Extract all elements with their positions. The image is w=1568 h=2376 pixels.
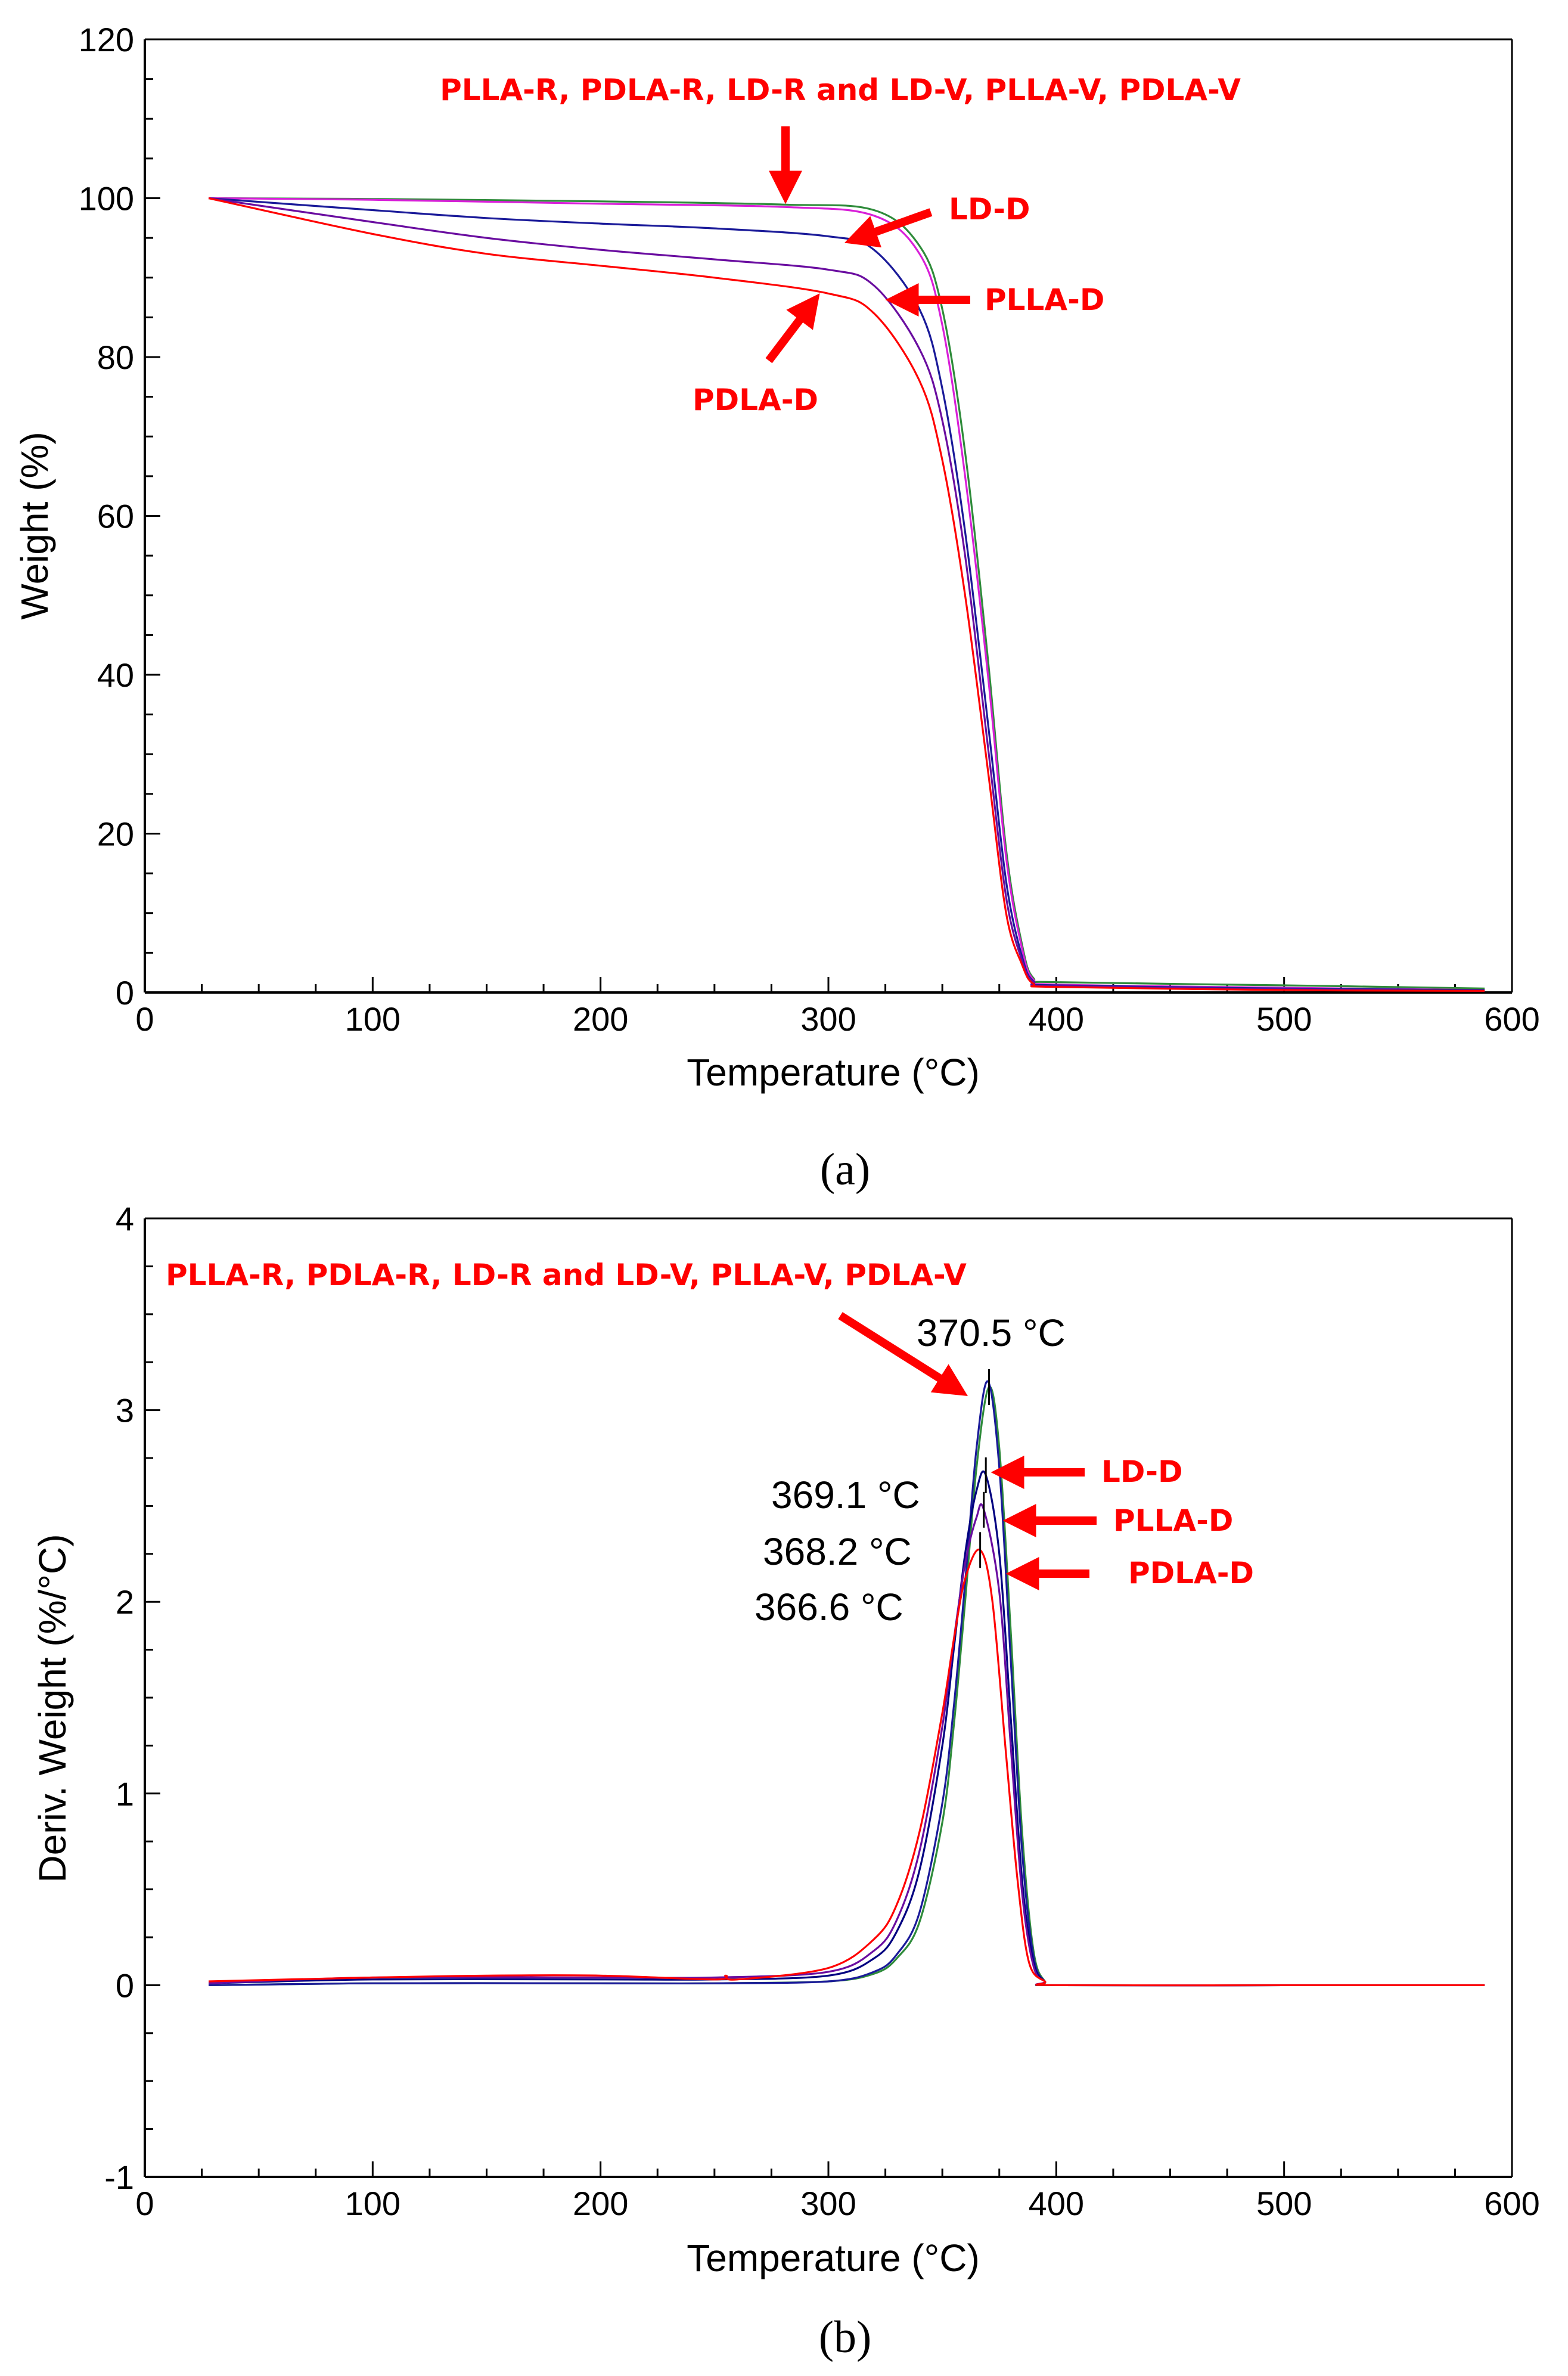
x-tick-label: 100	[345, 2185, 400, 2222]
x-tick-label: 300	[800, 2185, 856, 2222]
annotation-b-group-arrow	[838, 1312, 968, 1396]
panel-a-series	[208, 197, 1485, 992]
x-tick-label: 500	[1256, 1000, 1312, 1038]
y-tick-label: 3	[116, 1392, 134, 1429]
y-tick-label: 0	[116, 1966, 134, 2004]
y-tick-label: 40	[97, 656, 134, 694]
x-tick-label: 100	[345, 1000, 400, 1038]
panel-a-annotations: PLLA-R, PDLA-R, LD-R and LD-V, PLLA-V, P…	[440, 73, 1241, 417]
panel-a-axes	[144, 38, 1513, 994]
x-tick-label: 600	[1484, 2185, 1539, 2222]
annotation-a-plla-d-label: PLLA-D	[985, 283, 1104, 317]
y-tick-label: 2	[116, 1583, 134, 1621]
annotation-b-pdla-d-label: PDLA-D	[1128, 1556, 1254, 1590]
annotation-b-group-label: PLLA-R, PDLA-R, LD-R and LD-V, PLLA-V, P…	[166, 1258, 967, 1292]
panel-b-peak-markers	[979, 1369, 991, 1568]
y-tick-label: 120	[79, 21, 134, 58]
y-tick-label: 100	[79, 180, 134, 218]
panel-a-y-axis-title: Weight (%)	[13, 432, 56, 619]
x-tick-label: 200	[573, 1000, 628, 1038]
y-tick-label: -1	[104, 2158, 134, 2196]
series-line-a-3	[208, 197, 1485, 992]
panel-a-x-axis-title: Temperature (°C)	[687, 1051, 980, 1094]
peak-label-370-5: 370.5 °C	[917, 1311, 1066, 1354]
panel-b-label: (b)	[819, 2312, 872, 2362]
panel-b-axes	[144, 1217, 1513, 2178]
y-tick-label: 80	[97, 339, 134, 376]
panel-b-annotations: PLLA-R, PDLA-R, LD-R and LD-V, PLLA-V, P…	[166, 1258, 1254, 1590]
x-tick-label: 0	[135, 2185, 154, 2222]
annotation-a-group-label: PLLA-R, PDLA-R, LD-R and LD-V, PLLA-V, P…	[440, 73, 1241, 107]
x-tick-label: 0	[135, 1000, 154, 1038]
annotation-a-ld-d-arrow	[844, 208, 933, 248]
peak-label-366-6: 366.6 °C	[754, 1586, 903, 1629]
annotation-b-ld-d-label: LD-D	[1101, 1454, 1183, 1489]
x-tick-label: 600	[1484, 1000, 1539, 1038]
series-line-a-0	[209, 197, 1485, 990]
annotation-a-pdla-d-label: PDLA-D	[693, 383, 818, 417]
annotation-a-ld-d-label: LD-D	[949, 192, 1030, 227]
panel-b-x-axis-title: Temperature (°C)	[687, 2237, 980, 2279]
x-tick-label: 400	[1029, 2185, 1084, 2222]
peak-label-368-2: 368.2 °C	[763, 1530, 912, 1573]
x-tick-label: 200	[573, 2185, 628, 2222]
panel-b-y-axis-title: Deriv. Weight (%/°C)	[31, 1534, 74, 1882]
panel-b-peak-labels: 370.5 °C 369.1 °C 368.2 °C 366.6 °C	[754, 1311, 1066, 1629]
annotation-a-pdla-d-arrow	[765, 293, 820, 364]
panel-a-label: (a)	[820, 1144, 870, 1195]
series-line-b-3	[209, 1503, 1485, 1987]
annotation-b-plla-d-label: PLLA-D	[1113, 1503, 1233, 1538]
series-line-b-4	[209, 1548, 1485, 1987]
x-tick-label: 400	[1029, 1000, 1084, 1038]
panel-a-ticks: 0 100 200 300 400 500 600 0 20 40 60 80 100 120	[79, 21, 1540, 1038]
peak-label-369-1: 369.1 °C	[771, 1474, 920, 1516]
y-tick-label: 0	[116, 974, 134, 1012]
y-tick-label: 60	[97, 498, 134, 535]
x-tick-label: 300	[800, 1000, 856, 1038]
x-tick-label: 500	[1256, 2185, 1312, 2222]
panel-b-series	[209, 1380, 1485, 1987]
series-line-a-4	[208, 197, 1485, 992]
series-line-b-1	[209, 1380, 1485, 1987]
panel-a-weight-chart: 0 100 200 300 400 500 600 0 20 40 60 80 100 120 PLLA-…	[13, 21, 1540, 1195]
y-tick-label: 20	[97, 815, 134, 853]
series-line-a-1	[209, 197, 1485, 991]
series-line-a-2	[208, 197, 1485, 991]
y-tick-label: 4	[116, 1200, 134, 1237]
y-tick-label: 1	[116, 1775, 134, 1813]
